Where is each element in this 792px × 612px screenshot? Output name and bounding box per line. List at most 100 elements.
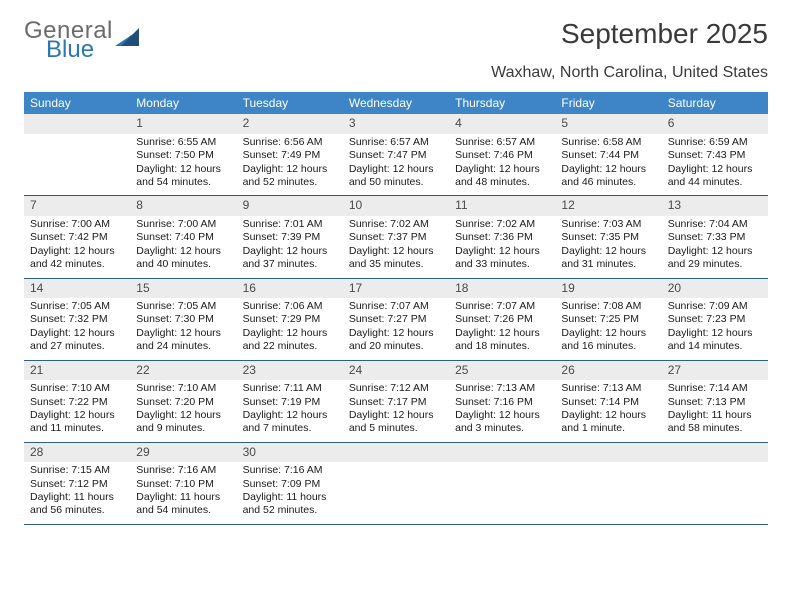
sunset-text: Sunset: 7:32 PM [30, 313, 124, 326]
sunset-text: Sunset: 7:13 PM [668, 396, 762, 409]
day-info: Sunrise: 7:09 AMSunset: 7:23 PMDaylight:… [666, 300, 764, 354]
sunrise-text: Sunrise: 7:09 AM [668, 300, 762, 313]
day-info: Sunrise: 7:16 AMSunset: 7:09 PMDaylight:… [241, 464, 339, 518]
day-info: Sunrise: 7:15 AMSunset: 7:12 PMDaylight:… [28, 464, 126, 518]
sunset-text: Sunset: 7:35 PM [561, 231, 655, 244]
weekday-header-row: SundayMondayTuesdayWednesdayThursdayFrid… [24, 92, 768, 114]
calendar-day-cell: 15Sunrise: 7:05 AMSunset: 7:30 PMDayligh… [130, 279, 236, 360]
weekday-header: Sunday [24, 92, 130, 114]
daylight-text: Daylight: 12 hours and 18 minutes. [455, 327, 549, 354]
calendar-day-cell: 18 Sunrise: 7:07 AMSunset: 7:26 PMDayligh… [449, 279, 555, 360]
calendar-day-cell: 12 Sunrise: 7:03 AMSunset: 7:35 PMDayligh… [555, 196, 661, 277]
day-number: 21 [24, 361, 130, 380]
day-number: 20 [662, 279, 768, 298]
calendar-day-cell: 24Sunrise: 7:12 AMSunset: 7:17 PMDayligh… [343, 361, 449, 442]
daylight-text: Daylight: 12 hours and 35 minutes. [349, 245, 443, 272]
day-number: 7 [24, 196, 130, 215]
sunrise-text: Sunrise: 7:14 AM [668, 382, 762, 395]
daylight-text: Daylight: 11 hours and 52 minutes. [243, 491, 337, 518]
daylight-text: Daylight: 12 hours and 44 minutes. [668, 163, 762, 190]
day-number: 19 [555, 279, 661, 298]
day-info: Sunrise: 7:08 AMSunset: 7:25 PMDaylight:… [559, 300, 657, 354]
daylight-text: Daylight: 12 hours and 14 minutes. [668, 327, 762, 354]
day-number: 29 [130, 443, 236, 462]
calendar-day-cell: 9Sunrise: 7:01 AMSunset: 7:39 PMDaylight… [237, 196, 343, 277]
day-number: 18 [449, 279, 555, 298]
day-info: Sunrise: 6:58 AMSunset: 7:44 PMDaylight:… [559, 136, 657, 190]
day-number: 13 [662, 196, 768, 215]
day-info: Sunrise: 7:03 AMSunset: 7:35 PMDaylight:… [559, 218, 657, 272]
day-number: 24 [343, 361, 449, 380]
weekday-header: Monday [130, 92, 236, 114]
calendar-day-cell: 14Sunrise: 7:05 AMSunset: 7:32 PMDayligh… [24, 279, 130, 360]
sunrise-text: Sunrise: 7:07 AM [455, 300, 549, 313]
sunrise-text: Sunrise: 7:00 AM [30, 218, 124, 231]
daylight-text: Daylight: 12 hours and 27 minutes. [30, 327, 124, 354]
sunrise-text: Sunrise: 7:03 AM [561, 218, 655, 231]
sunset-text: Sunset: 7:09 PM [243, 478, 337, 491]
logo-mark-icon [115, 28, 139, 53]
calendar-day-cell [449, 443, 555, 524]
sunrise-text: Sunrise: 6:59 AM [668, 136, 762, 149]
calendar-day-cell: 7Sunrise: 7:00 AMSunset: 7:42 PMDaylight… [24, 196, 130, 277]
day-number-empty [24, 114, 130, 133]
calendar-day-cell: 11Sunrise: 7:02 AMSunset: 7:36 PMDayligh… [449, 196, 555, 277]
calendar-day-cell [24, 114, 130, 195]
day-info: Sunrise: 7:10 AMSunset: 7:20 PMDaylight:… [134, 382, 232, 436]
daylight-text: Daylight: 12 hours and 29 minutes. [668, 245, 762, 272]
daylight-text: Daylight: 12 hours and 46 minutes. [561, 163, 655, 190]
title-block: September 2025 [561, 18, 768, 50]
sunset-text: Sunset: 7:33 PM [668, 231, 762, 244]
calendar-day-cell: 23Sunrise: 7:11 AMSunset: 7:19 PMDayligh… [237, 361, 343, 442]
sunset-text: Sunset: 7:14 PM [561, 396, 655, 409]
sunset-text: Sunset: 7:39 PM [243, 231, 337, 244]
day-number: 12 [555, 196, 661, 215]
daylight-text: Daylight: 12 hours and 37 minutes. [243, 245, 337, 272]
page-title: September 2025 [561, 18, 768, 50]
header: General Blue September 2025 [24, 18, 768, 62]
daylight-text: Daylight: 12 hours and 7 minutes. [243, 409, 337, 436]
day-number: 2 [237, 114, 343, 133]
day-info: Sunrise: 7:13 AMSunset: 7:16 PMDaylight:… [453, 382, 551, 436]
sunrise-text: Sunrise: 7:02 AM [455, 218, 549, 231]
calendar-week-row: 14Sunrise: 7:05 AMSunset: 7:32 PMDayligh… [24, 279, 768, 361]
day-info: Sunrise: 7:04 AMSunset: 7:33 PMDaylight:… [666, 218, 764, 272]
calendar-table: SundayMondayTuesdayWednesdayThursdayFrid… [24, 92, 768, 525]
day-number: 11 [449, 196, 555, 215]
sunset-text: Sunset: 7:40 PM [136, 231, 230, 244]
calendar-day-cell: 4Sunrise: 6:57 AMSunset: 7:46 PMDaylight… [449, 114, 555, 195]
sunset-text: Sunset: 7:16 PM [455, 396, 549, 409]
calendar-week-row: 1Sunrise: 6:55 AMSunset: 7:50 PMDaylight… [24, 114, 768, 196]
day-number-empty [343, 443, 449, 462]
day-number: 25 [449, 361, 555, 380]
location-subtitle: Waxhaw, North Carolina, United States [24, 64, 768, 82]
sunset-text: Sunset: 7:50 PM [136, 149, 230, 162]
sunset-text: Sunset: 7:29 PM [243, 313, 337, 326]
calendar-day-cell: 8Sunrise: 7:00 AMSunset: 7:40 PMDaylight… [130, 196, 236, 277]
calendar-day-cell: 3Sunrise: 6:57 AMSunset: 7:47 PMDaylight… [343, 114, 449, 195]
daylight-text: Daylight: 12 hours and 20 minutes. [349, 327, 443, 354]
day-info: Sunrise: 7:10 AMSunset: 7:22 PMDaylight:… [28, 382, 126, 436]
sunrise-text: Sunrise: 7:00 AM [136, 218, 230, 231]
sunset-text: Sunset: 7:26 PM [455, 313, 549, 326]
daylight-text: Daylight: 12 hours and 16 minutes. [561, 327, 655, 354]
daylight-text: Daylight: 11 hours and 58 minutes. [668, 409, 762, 436]
sunrise-text: Sunrise: 7:05 AM [30, 300, 124, 313]
day-info: Sunrise: 7:02 AMSunset: 7:37 PMDaylight:… [347, 218, 445, 272]
sunset-text: Sunset: 7:23 PM [668, 313, 762, 326]
sunrise-text: Sunrise: 6:55 AM [136, 136, 230, 149]
calendar-week-row: 28Sunrise: 7:15 AMSunset: 7:12 PMDayligh… [24, 443, 768, 525]
sunset-text: Sunset: 7:10 PM [136, 478, 230, 491]
sunrise-text: Sunrise: 7:07 AM [349, 300, 443, 313]
day-info: Sunrise: 7:06 AMSunset: 7:29 PMDaylight:… [241, 300, 339, 354]
sunset-text: Sunset: 7:42 PM [30, 231, 124, 244]
sunset-text: Sunset: 7:22 PM [30, 396, 124, 409]
daylight-text: Daylight: 12 hours and 50 minutes. [349, 163, 443, 190]
calendar-day-cell: 5Sunrise: 6:58 AMSunset: 7:44 PMDaylight… [555, 114, 661, 195]
daylight-text: Daylight: 12 hours and 22 minutes. [243, 327, 337, 354]
daylight-text: Daylight: 12 hours and 52 minutes. [243, 163, 337, 190]
sunset-text: Sunset: 7:12 PM [30, 478, 124, 491]
sunset-text: Sunset: 7:49 PM [243, 149, 337, 162]
day-number: 22 [130, 361, 236, 380]
sunrise-text: Sunrise: 7:01 AM [243, 218, 337, 231]
